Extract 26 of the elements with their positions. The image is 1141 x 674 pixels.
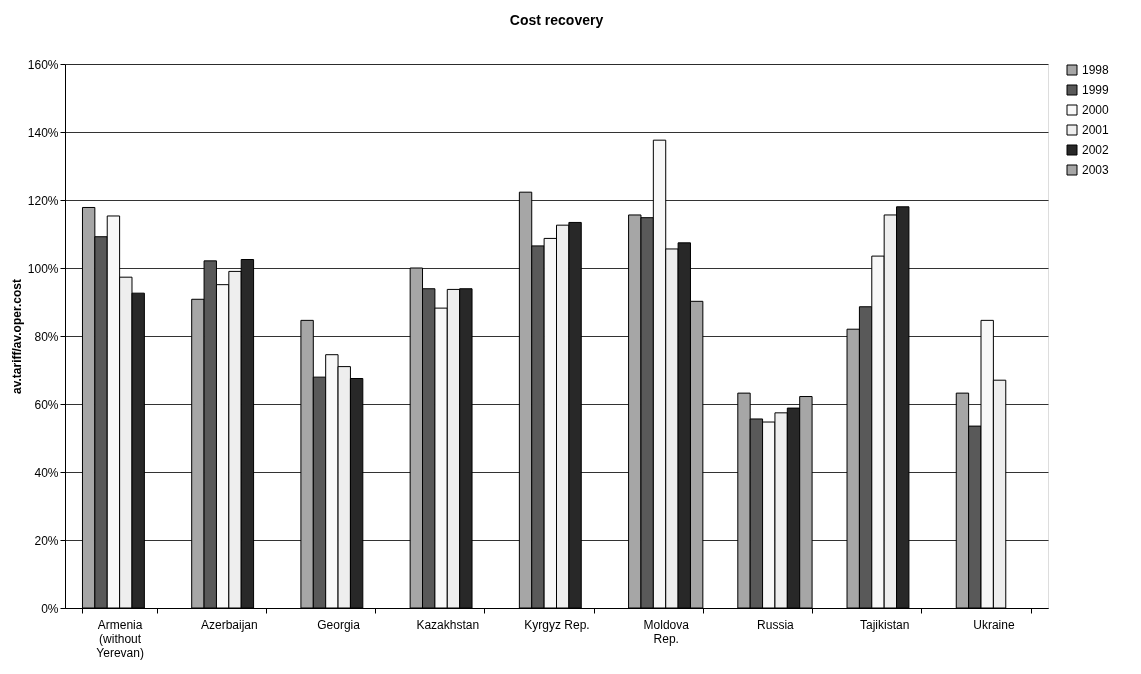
legend-label: 2001 — [1082, 123, 1110, 137]
chart-title: Cost recovery — [509, 12, 604, 28]
y-tick-label: 40% — [34, 465, 59, 480]
y-tick-label: 100% — [27, 261, 59, 276]
x-tick-label: Azerbaijan — [200, 617, 258, 632]
y-tick-label: 60% — [34, 397, 59, 412]
legend-label: 1998 — [1082, 63, 1110, 77]
legend-label: 2003 — [1082, 163, 1110, 177]
x-tick-label: Ukraine — [973, 617, 1015, 632]
x-tick-label: Tajikistan — [859, 617, 910, 632]
y-tick-label: 0% — [41, 601, 59, 616]
y-tick-label: 80% — [34, 329, 59, 344]
legend-label: 2000 — [1082, 103, 1110, 117]
y-tick-label: 160% — [27, 57, 59, 72]
x-tick-label: Russia — [757, 617, 795, 632]
y-axis-title: av.tariff/av.oper.cost — [9, 279, 24, 394]
y-tick-label: 20% — [34, 533, 59, 548]
x-tick-label: Kyrgyz Rep. — [524, 617, 590, 632]
x-tick-label: Armenia (without Yerevan) — [96, 617, 144, 660]
legend-label: 1999 — [1082, 83, 1110, 97]
x-tick-label: Kazakhstan — [416, 617, 480, 632]
x-tick-label: Moldova Rep. — [643, 617, 690, 646]
y-tick-label: 120% — [27, 193, 59, 208]
x-tick-label: Georgia — [317, 617, 361, 632]
y-tick-label: 140% — [27, 125, 59, 140]
legend-label: 2002 — [1082, 143, 1110, 157]
